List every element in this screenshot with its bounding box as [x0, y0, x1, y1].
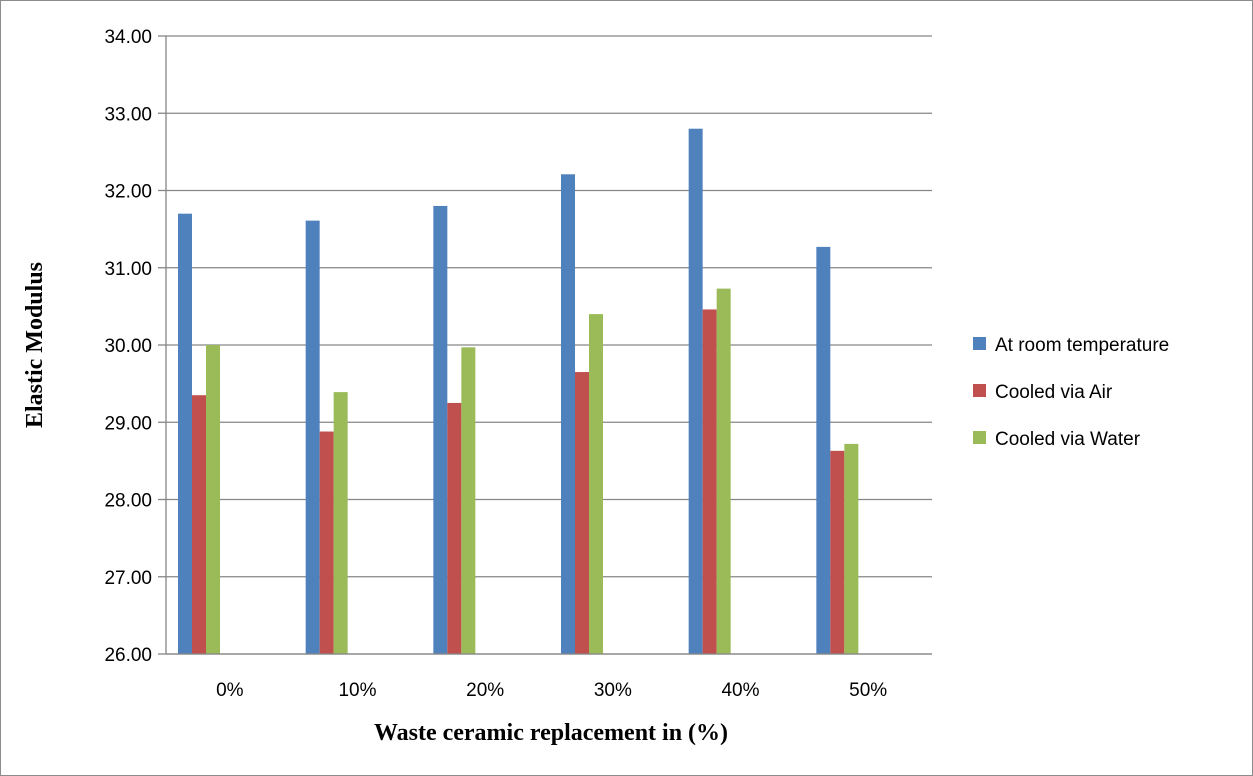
y-tick-label: 33.00 [104, 104, 152, 125]
bar-cooled-via-water-50pct [844, 443, 859, 654]
legend: At room temperature Cooled via Air Cooled … [973, 335, 1169, 450]
bar-at-room-temperature-50pct [816, 246, 831, 654]
bar-at-room-temperature-40pct [688, 128, 703, 654]
gridlines [158, 35, 932, 655]
bar-cooled-via-water-40pct [716, 288, 731, 654]
bar-cooled-via-air-20pct [447, 402, 462, 654]
x-tick-label: 30% [594, 680, 632, 701]
bar-cooled-via-air-40pct [702, 309, 717, 654]
y-tick-label: 26.00 [104, 645, 152, 666]
x-tick-label: 10% [338, 680, 376, 701]
y-axis-title: Elastic Modulus [22, 262, 48, 428]
bar-at-room-temperature-20pct [433, 205, 448, 654]
x-axis-title: Waste ceramic replacement in (%) [374, 720, 728, 746]
bar-at-room-temperature-10pct [305, 220, 320, 654]
y-tick-label: 28.00 [104, 491, 152, 512]
bars [166, 128, 932, 655]
bar-cooled-via-air-10pct [319, 431, 334, 654]
x-tick-label: 50% [849, 680, 887, 701]
bar-cooled-via-air-0pct [192, 395, 206, 654]
x-tick-label: 20% [466, 680, 504, 701]
bar-at-room-temperature-0pct [178, 213, 192, 655]
x-tick-label: 0% [216, 680, 244, 701]
y-tick-label: 30.00 [104, 336, 152, 357]
bar-cooled-via-water-0pct [206, 345, 220, 654]
y-tick-label: 31.00 [104, 259, 152, 280]
legend-label: At room temperature [995, 335, 1169, 356]
bar-cooled-via-water-10pct [333, 392, 348, 654]
y-tick-label: 34.00 [104, 27, 152, 48]
y-tick-label: 29.00 [104, 413, 152, 434]
bar-cooled-via-water-30pct [589, 314, 603, 654]
bar-cooled-via-water-20pct [461, 347, 476, 654]
legend-swatch [973, 337, 986, 350]
legend-label: Cooled via Water [995, 429, 1141, 450]
legend-swatch [973, 384, 986, 397]
bar-at-room-temperature-30pct [561, 174, 575, 654]
y-tick-labels: 26.00 27.00 28.00 29.00 30.00 31.00 32.00 33.00… [104, 27, 152, 666]
legend-swatch [973, 431, 986, 444]
y-tick-label: 32.00 [104, 182, 152, 203]
legend-label: Cooled via Air [995, 382, 1113, 403]
bar-cooled-via-air-50pct [830, 450, 845, 654]
y-tick-label: 27.00 [104, 568, 152, 589]
bar-cooled-via-air-30pct [575, 372, 589, 654]
x-tick-labels: 0% 10% 20% 30% 40% 50% [216, 680, 887, 701]
x-tick-label: 40% [721, 680, 759, 701]
